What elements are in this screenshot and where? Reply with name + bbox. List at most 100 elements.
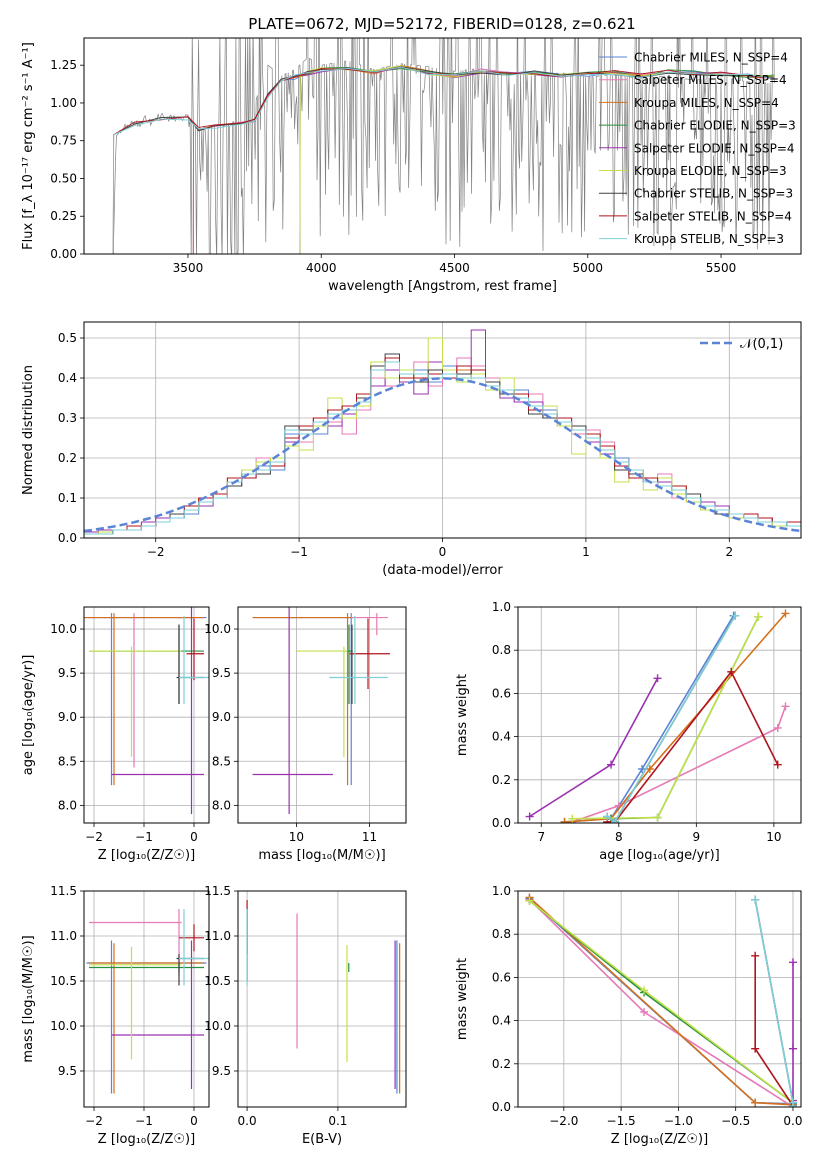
x-tick-label: −1 xyxy=(135,830,153,844)
weight-marker xyxy=(751,1098,760,1107)
y-tick-label: 0.8 xyxy=(492,643,511,657)
y-axis-label: age [log₁₀(age/yr)] xyxy=(21,655,36,776)
errorbar-point xyxy=(252,607,333,815)
ticks: 0.0 0.1 9.5 10.0 10.5 11.0 11.5 xyxy=(204,884,347,1128)
legend-entry: Kroupa STELIB, N_SSP=3 xyxy=(634,232,784,246)
weight-marker xyxy=(781,609,790,618)
x-tick-label: 7 xyxy=(537,830,545,844)
panel-age-vs-Z: −2 −1 0 8.0 8.5 9.0 9.5 10.0 Z [log₁₀(Z/Z☉)] age … xyxy=(21,606,210,863)
ticks: 3500 4000 4500 5000 5500 0.00 0.25 0.50 0.75 1.00… xyxy=(50,58,736,275)
y-tick-label: 0.1 xyxy=(58,491,77,505)
errorbar-point xyxy=(111,607,204,815)
y-tick-label: 8.5 xyxy=(212,754,231,768)
x-tick-label: 10 xyxy=(289,830,304,844)
normal-reference-curve xyxy=(84,377,801,533)
weight-marker xyxy=(788,1044,797,1053)
y-tick-label: 11.0 xyxy=(50,929,77,943)
y-tick-label: 1.0 xyxy=(492,600,511,614)
x-tick-label: 0.0 xyxy=(238,1114,257,1128)
x-tick-label: 2 xyxy=(725,545,733,559)
y-tick-label: 0.0 xyxy=(492,1100,511,1114)
errorbar-point xyxy=(111,940,204,1089)
axes-frame xyxy=(517,890,802,1108)
x-tick-label: 8 xyxy=(615,830,623,844)
x-tick-label: 1 xyxy=(582,545,590,559)
plot-area xyxy=(84,607,209,823)
legend-entry: 𝒩(0,1) xyxy=(740,337,783,352)
weight-marker xyxy=(653,813,662,822)
axes-frame xyxy=(83,321,802,539)
plot-area xyxy=(238,607,406,823)
weight-marker xyxy=(773,723,782,732)
legend-entry: Salpeter ELODIE, N_SSP=4 xyxy=(634,141,795,155)
x-tick-label: 0.1 xyxy=(328,1114,347,1128)
legend-entry: Salpeter STELIB, N_SSP=4 xyxy=(634,209,792,223)
ticks: 10 11 8.0 8.5 9.0 9.5 10.0 xyxy=(204,622,377,844)
x-tick-label: 9 xyxy=(693,830,701,844)
weight-marker xyxy=(727,667,736,676)
errorbar-point xyxy=(252,613,352,786)
weight-marker xyxy=(653,674,662,683)
x-tick-label: −0.5 xyxy=(721,1114,750,1128)
observed-spectrum xyxy=(112,38,775,254)
y-tick-label: 0.6 xyxy=(492,970,511,984)
y-tick-label: 0.0 xyxy=(58,531,77,545)
errorbar-point xyxy=(329,615,388,704)
x-tick-label: 5500 xyxy=(706,261,737,275)
legend-entry: Chabrier STELIB, N_SSP=3 xyxy=(634,187,793,201)
errorbar-point xyxy=(89,943,204,1094)
errorbar-point xyxy=(179,924,204,952)
legend-entry: Kroupa ELODIE, N_SSP=3 xyxy=(634,164,787,178)
y-tick-label: 1.0 xyxy=(492,884,511,898)
y-axis-label: Flux [f_λ 10⁻¹⁷ erg cm⁻² s⁻¹ A⁻¹] xyxy=(21,42,36,250)
panel-mass-vs-EBV: 0.0 0.1 9.5 10.0 10.5 11.0 11.5 E(B-V) xyxy=(204,884,407,1147)
plot-area xyxy=(84,891,209,1107)
weight-marker xyxy=(525,812,534,821)
y-tick-label: 9.5 xyxy=(58,1064,77,1078)
y-tick-label: 0.5 xyxy=(58,331,77,345)
x-axis-label: wavelength [Angstrom, rest frame] xyxy=(328,279,557,294)
plot-area xyxy=(84,322,801,538)
x-tick-label: −1.0 xyxy=(664,1114,693,1128)
ticks: −2.0 −1.5 −1.0 −0.5 0.0 0.0 0.2 0.4 0.6 0.8 1.0 xyxy=(492,884,803,1128)
weight-marker xyxy=(773,760,782,769)
weight-marker xyxy=(603,812,612,821)
y-tick-label: 0.2 xyxy=(492,1057,511,1071)
legend: Chabrier MILES, N_SSP=4 Salpeter MILES, N… xyxy=(599,51,796,246)
y-tick-label: 8.0 xyxy=(212,798,231,812)
gridlines xyxy=(84,607,209,823)
legend-entry: Salpeter MILES, N_SSP=4 xyxy=(634,73,787,87)
weight-marker xyxy=(568,814,577,823)
weight-marker xyxy=(638,765,647,773)
y-axis-label: mass [log₁₀(M/M☉)] xyxy=(21,935,36,1062)
axes-frame xyxy=(83,606,210,824)
weight-marker xyxy=(751,895,760,904)
panel-mass-weight-vs-age: 7 8 9 10 0.0 0.2 0.4 0.6 0.8 1.0 age [log₁₀(age/yr… xyxy=(455,600,802,863)
weight-marker xyxy=(754,612,763,621)
weight-marker xyxy=(788,1101,797,1107)
weight-marker xyxy=(751,951,760,960)
y-tick-label: 9.5 xyxy=(212,666,231,680)
plot-area xyxy=(518,607,801,823)
panel-residuals: −2 −1 0 1 2 0.0 0.1 0.2 0.3 0.4 0.5 (data-model)/er… xyxy=(21,321,802,578)
ticks: −2 −1 0 1 2 0.0 0.1 0.2 0.3 0.4 0.5 xyxy=(58,331,733,559)
weight-marker xyxy=(640,1007,649,1016)
y-tick-label: 9.0 xyxy=(212,710,231,724)
x-axis-label: Z [log₁₀(Z/Z☉)] xyxy=(98,1132,195,1147)
y-tick-label: 1.25 xyxy=(50,58,77,72)
ticks: −2 −1 0 9.5 10.0 10.5 11.0 11.5 xyxy=(50,884,198,1128)
y-tick-label: 10.0 xyxy=(50,1019,77,1033)
errorbar-point xyxy=(179,909,209,986)
figure-title: PLATE=0672, MJD=52172, FIBERID=0128, z=0… xyxy=(248,15,635,33)
y-tick-label: 0.2 xyxy=(492,773,511,787)
axes-frame xyxy=(517,606,802,824)
weight-marker xyxy=(560,817,569,823)
weight-marker xyxy=(751,1044,760,1053)
errorbar-point xyxy=(186,618,204,681)
y-tick-label: 10.0 xyxy=(204,622,231,636)
y-tick-label: 0.00 xyxy=(50,247,77,261)
axes-frame xyxy=(83,37,802,255)
legend: 𝒩(0,1) xyxy=(700,337,783,352)
weight-marker xyxy=(781,702,790,711)
